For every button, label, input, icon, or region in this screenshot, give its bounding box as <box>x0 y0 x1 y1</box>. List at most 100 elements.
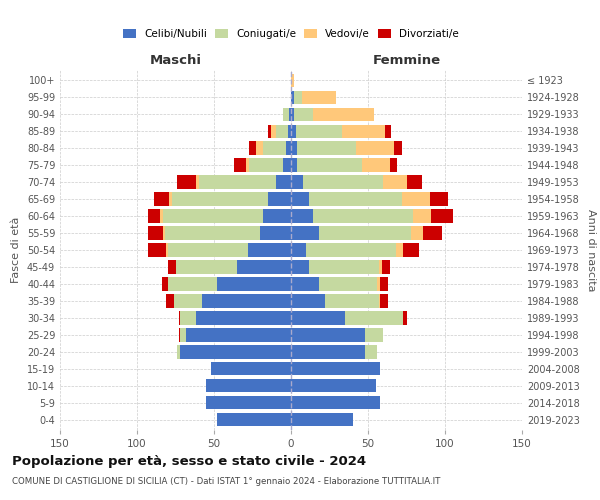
Bar <box>291 328 365 342</box>
Bar <box>161 278 168 290</box>
Bar <box>379 294 380 308</box>
Bar <box>248 244 291 256</box>
Bar <box>176 260 237 274</box>
Bar <box>177 346 180 358</box>
Bar <box>148 244 166 256</box>
Bar <box>186 328 291 342</box>
Bar <box>291 244 307 256</box>
Bar <box>247 158 250 172</box>
Bar <box>297 158 362 172</box>
Bar <box>380 294 388 308</box>
Bar <box>263 210 291 222</box>
Bar <box>260 226 291 239</box>
Bar <box>389 158 397 172</box>
Bar <box>291 90 294 104</box>
Bar <box>383 176 407 188</box>
Bar <box>179 328 180 342</box>
Bar <box>294 108 313 121</box>
Bar <box>403 244 419 256</box>
Y-axis label: Anni di nascita: Anni di nascita <box>586 209 596 291</box>
Bar <box>424 226 442 239</box>
Bar <box>217 413 291 426</box>
Bar <box>168 244 248 256</box>
Bar <box>275 124 288 138</box>
Bar <box>166 294 174 308</box>
Bar <box>148 210 160 222</box>
Bar <box>291 294 325 308</box>
Bar <box>313 210 413 222</box>
Bar <box>413 210 431 222</box>
Bar <box>288 124 291 138</box>
Bar <box>411 226 424 239</box>
Bar <box>362 158 389 172</box>
Bar <box>356 142 394 154</box>
Text: COMUNE DI CASTIGLIONE DI SICILIA (CT) - Dati ISTAT 1° gennaio 2024 - Elaborazion: COMUNE DI CASTIGLIONE DI SICILIA (CT) - … <box>12 478 440 486</box>
Bar <box>430 192 448 205</box>
Bar <box>396 244 403 256</box>
Bar <box>291 192 310 205</box>
Bar <box>289 108 291 121</box>
Bar <box>294 90 302 104</box>
Bar <box>291 346 365 358</box>
Bar <box>177 176 196 188</box>
Bar <box>180 328 186 342</box>
Bar <box>394 142 402 154</box>
Bar <box>379 260 382 274</box>
Text: Popolazione per età, sesso e stato civile - 2024: Popolazione per età, sesso e stato civil… <box>12 455 366 468</box>
Bar <box>163 226 165 239</box>
Bar <box>217 278 291 290</box>
Bar <box>250 158 283 172</box>
Bar <box>196 176 199 188</box>
Bar <box>163 210 263 222</box>
Bar <box>302 90 335 104</box>
Bar <box>377 278 380 290</box>
Bar <box>382 260 389 274</box>
Bar <box>342 124 385 138</box>
Bar <box>256 142 263 154</box>
Bar <box>319 226 411 239</box>
Bar <box>154 192 169 205</box>
Bar <box>283 158 291 172</box>
Bar <box>291 210 313 222</box>
Bar <box>234 158 247 172</box>
Bar <box>160 210 163 222</box>
Bar <box>297 142 356 154</box>
Bar <box>291 312 345 324</box>
Text: Femmine: Femmine <box>373 54 440 68</box>
Bar <box>166 244 168 256</box>
Bar <box>365 346 377 358</box>
Bar <box>402 192 430 205</box>
Bar <box>250 142 256 154</box>
Bar <box>199 176 275 188</box>
Bar <box>291 278 319 290</box>
Bar <box>296 124 342 138</box>
Bar <box>172 192 268 205</box>
Bar <box>202 294 291 308</box>
Bar <box>385 124 391 138</box>
Bar <box>168 278 217 290</box>
Bar <box>179 312 180 324</box>
Bar <box>268 124 271 138</box>
Bar <box>291 124 296 138</box>
Bar <box>291 379 376 392</box>
Bar <box>169 192 172 205</box>
Bar <box>380 278 388 290</box>
Bar <box>319 278 377 290</box>
Bar <box>291 74 294 87</box>
Bar <box>275 176 291 188</box>
Bar <box>168 260 176 274</box>
Bar <box>407 176 422 188</box>
Bar <box>291 176 304 188</box>
Bar <box>286 142 291 154</box>
Bar <box>313 108 374 121</box>
Bar <box>196 312 291 324</box>
Bar <box>291 362 380 376</box>
Bar <box>431 210 453 222</box>
Bar <box>180 346 291 358</box>
Bar <box>174 294 202 308</box>
Bar <box>165 226 260 239</box>
Bar <box>206 379 291 392</box>
Bar <box>325 294 379 308</box>
Text: Maschi: Maschi <box>149 54 202 68</box>
Bar <box>310 260 379 274</box>
